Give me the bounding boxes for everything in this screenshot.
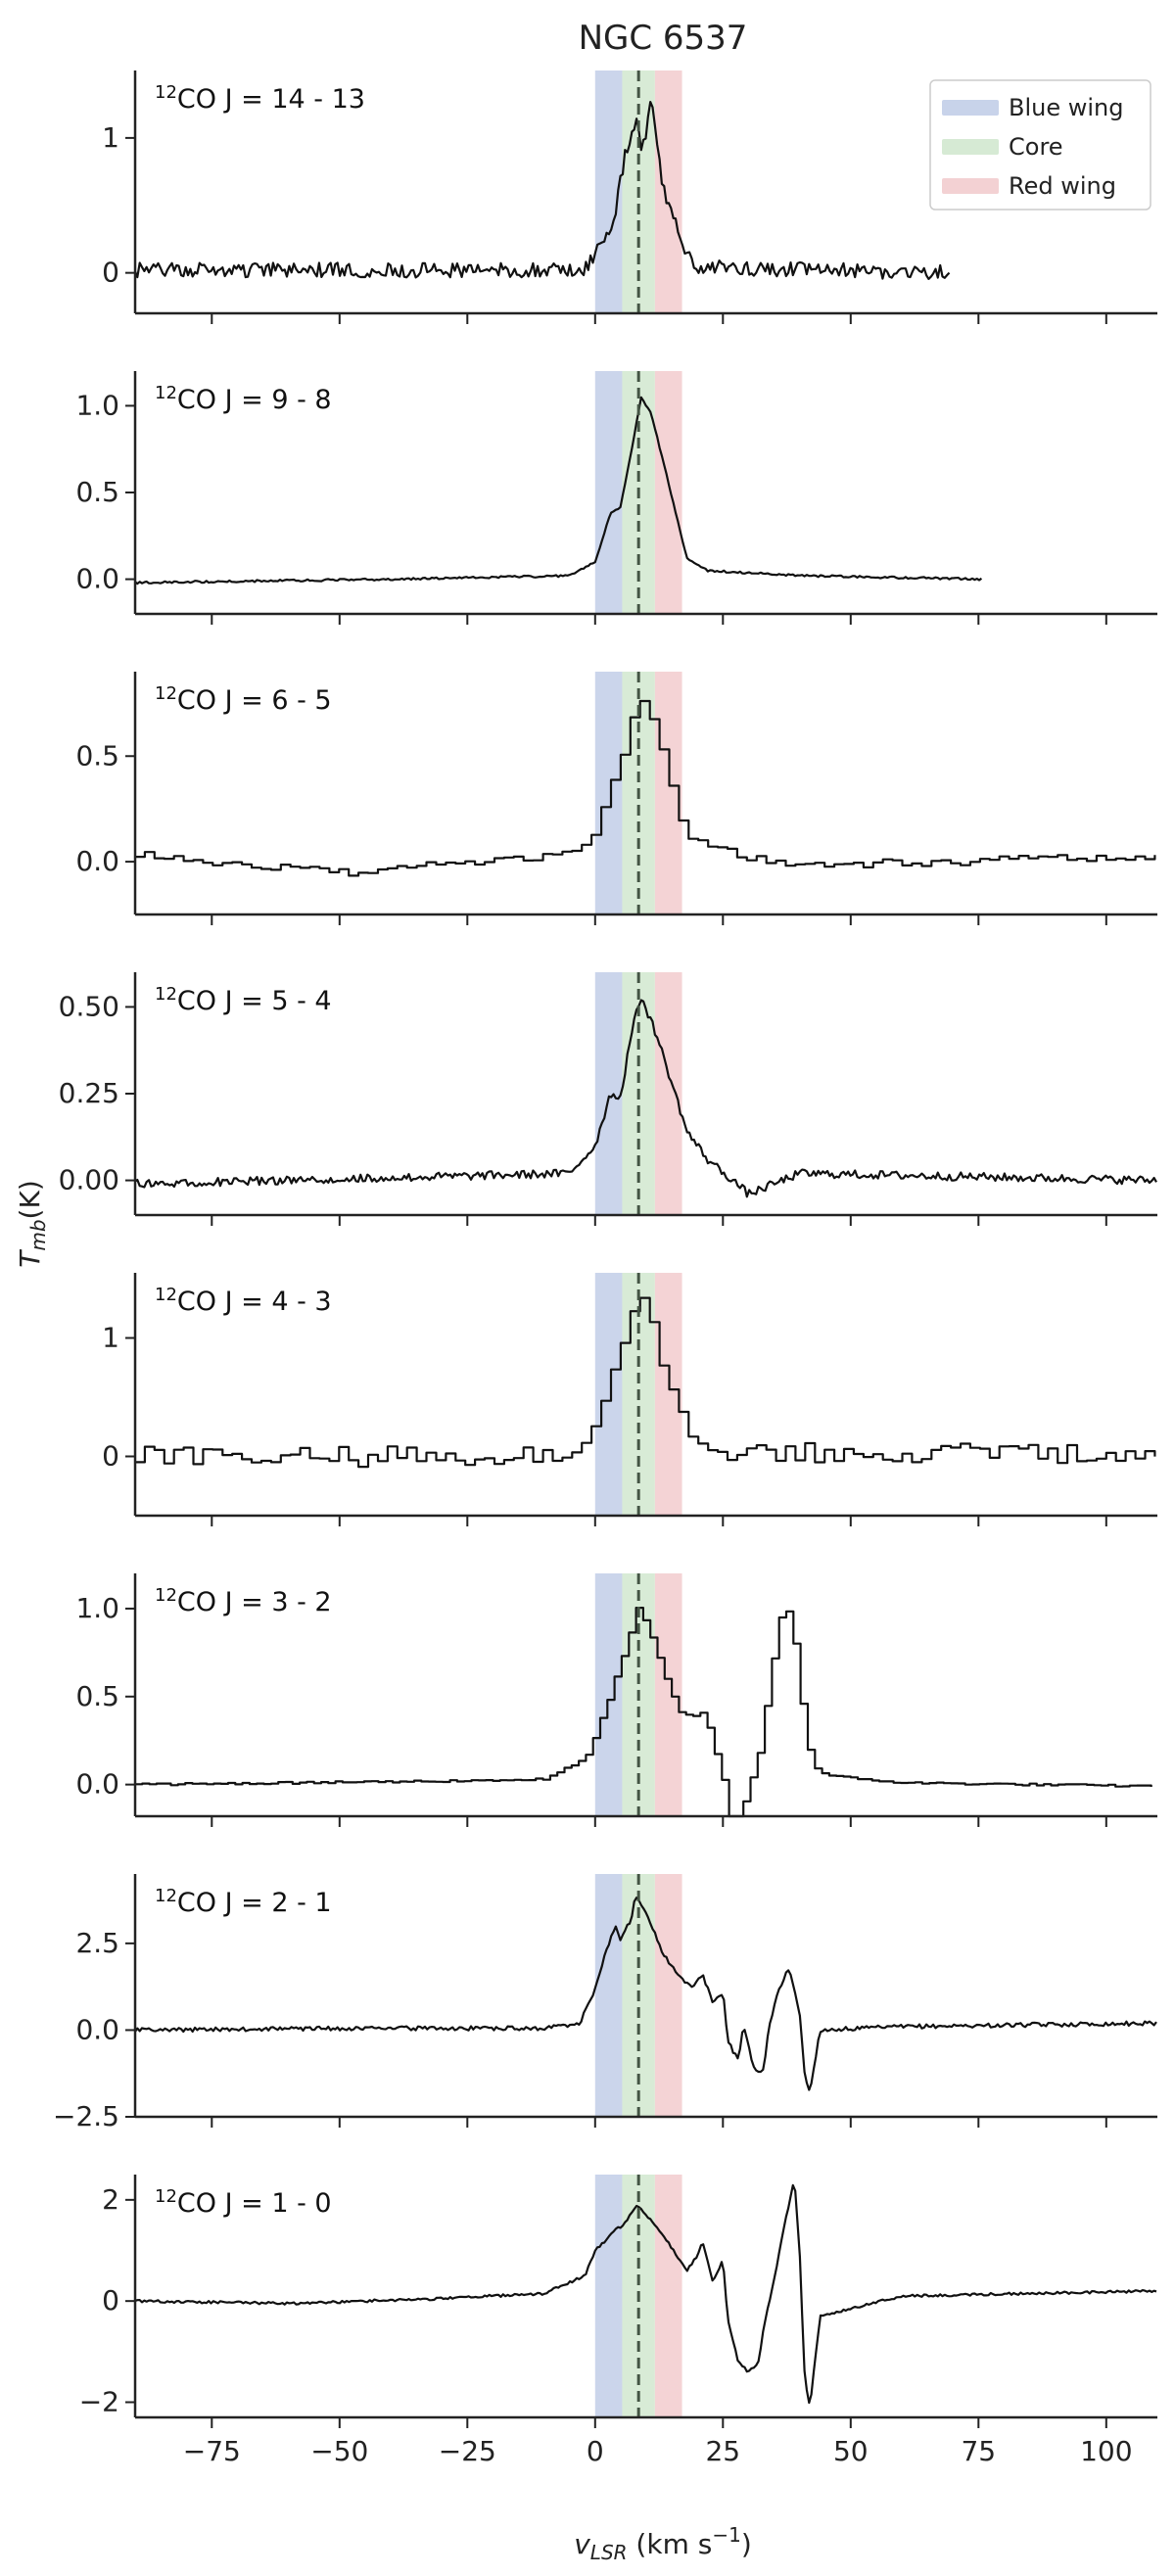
- band-red-wing: [654, 972, 682, 1215]
- spectrum-line: [134, 396, 983, 585]
- x-tick-label: −75: [183, 2435, 241, 2467]
- legend-label: Core: [1009, 133, 1063, 161]
- band-red-wing: [654, 1874, 682, 2117]
- y-tick-label: 0.25: [59, 1077, 119, 1109]
- spectrum-line: [134, 2183, 1157, 2405]
- band-red-wing: [654, 1273, 682, 1516]
- y-tick-label: 1: [102, 1322, 119, 1354]
- legend-swatch: [942, 139, 999, 155]
- x-tick-label: 50: [833, 2435, 869, 2467]
- panel-5: 0 1 12CO J = 4 - 3: [102, 1273, 1157, 1526]
- panels: 0 1 12CO J = 14 - 13 0.0 0.5 1.0 12CO J = 9 - …: [53, 70, 1157, 2467]
- panel-7: −2.5 0.0 2.5 12CO J = 2 - 1: [53, 1874, 1157, 2132]
- band-red-wing: [654, 2175, 682, 2417]
- band-blue-wing: [594, 2175, 623, 2417]
- panel-label: 12CO J = 5 - 4: [155, 984, 332, 1016]
- y-tick-label: −2.5: [53, 2100, 119, 2132]
- band-red-wing: [654, 371, 682, 614]
- x-axis-label: vLSR (km s−1): [574, 2523, 752, 2564]
- legend-label: Blue wing: [1009, 94, 1123, 121]
- y-tick-label: 0.0: [75, 1768, 119, 1801]
- panel-3: 0.0 0.5 12CO J = 6 - 5: [75, 672, 1157, 925]
- spectrum-line: [133, 101, 951, 280]
- band-red-wing: [654, 672, 682, 914]
- panel-label: 12CO J = 2 - 1: [155, 1886, 332, 1918]
- panel-label: 12CO J = 1 - 0: [155, 2186, 332, 2219]
- panel-1: 0 1 12CO J = 14 - 13: [102, 70, 1157, 324]
- panel-label: 12CO J = 6 - 5: [155, 683, 332, 716]
- legend: Blue wing Core Red wing: [929, 79, 1152, 211]
- panel-label: 12CO J = 4 - 3: [155, 1285, 332, 1317]
- y-tick-label: −2: [79, 2386, 119, 2418]
- y-tick-label: 0: [102, 2284, 119, 2317]
- legend-label: Red wing: [1009, 172, 1116, 200]
- panel-4: 0.00 0.25 0.50 12CO J = 5 - 4: [59, 972, 1157, 1226]
- x-tick-label: 75: [961, 2435, 996, 2467]
- band-blue-wing: [594, 672, 623, 914]
- spectrum-line: [135, 1296, 1156, 1469]
- band-red-wing: [654, 1573, 682, 1816]
- y-tick-label: 2.5: [75, 1927, 119, 1959]
- y-tick-label: 1.0: [75, 389, 119, 421]
- band-blue-wing: [594, 1273, 623, 1516]
- y-tick-label: 0.50: [59, 990, 119, 1022]
- y-tick-label: 0.5: [75, 476, 119, 508]
- band-blue-wing: [594, 1573, 623, 1816]
- x-tick-label: 25: [705, 2435, 740, 2467]
- band-blue-wing: [594, 1874, 623, 2117]
- x-tick-label: 0: [587, 2435, 604, 2467]
- x-tick-label: −25: [439, 2435, 496, 2467]
- legend-swatch: [942, 178, 999, 194]
- figure-title: NGC 6537: [579, 19, 748, 58]
- spectrum-line: [134, 1897, 1157, 2091]
- panel-label: 12CO J = 14 - 13: [155, 82, 365, 115]
- y-axis-label: Tmb(K): [14, 1180, 50, 1268]
- y-tick-label: 0.0: [75, 845, 119, 877]
- panel-6: 0.0 0.5 1.0 12CO J = 3 - 2: [75, 1573, 1157, 1827]
- x-tick-label: −50: [310, 2435, 368, 2467]
- band-red-wing: [654, 70, 682, 313]
- x-tick-label: 100: [1080, 2435, 1132, 2467]
- panel-2: 0.0 0.5 1.0 12CO J = 9 - 8: [75, 371, 1157, 625]
- y-tick-label: 0: [102, 1440, 119, 1473]
- y-tick-label: 0.0: [75, 2013, 119, 2045]
- y-tick-label: 0.5: [75, 1680, 119, 1712]
- y-tick-label: 0.00: [59, 1164, 119, 1196]
- panel-label: 12CO J = 9 - 8: [155, 383, 332, 415]
- y-tick-label: 0: [102, 257, 119, 289]
- y-tick-label: 0.0: [75, 563, 119, 595]
- y-tick-label: 0.5: [75, 739, 119, 772]
- y-tick-label: 1: [102, 121, 119, 154]
- panel-label: 12CO J = 3 - 2: [155, 1585, 332, 1617]
- y-tick-label: 2: [102, 2183, 119, 2216]
- y-tick-label: 1.0: [75, 1592, 119, 1624]
- spectrum-line: [134, 999, 1157, 1198]
- spectrum-line: [135, 699, 1156, 877]
- band-blue-wing: [594, 972, 623, 1215]
- panel-8: −2 0 2 −75 −50 −25 0 25 50 75 100 12CO J = 1 - 0: [79, 2175, 1157, 2467]
- legend-swatch: [942, 100, 999, 116]
- band-blue-wing: [594, 371, 623, 614]
